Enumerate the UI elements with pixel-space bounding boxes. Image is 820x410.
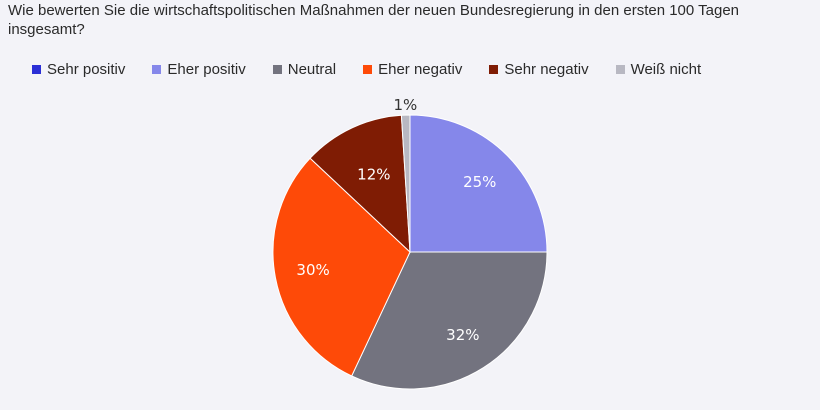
slice-label: 25%	[463, 173, 496, 191]
legend-item-sehr-positiv: Sehr positiv	[32, 61, 125, 78]
legend-swatch	[152, 65, 162, 74]
slice-label: 12%	[357, 166, 390, 184]
legend-swatch	[32, 65, 41, 74]
legend-label: Sehr negativ	[504, 61, 589, 78]
slice-label: 1%	[393, 96, 417, 114]
legend-item-eher-negativ: Eher negativ	[363, 61, 462, 78]
legend-item-sehr-negativ: Sehr negativ	[489, 61, 589, 78]
chart-title: Wie bewerten Sie die wirtschaftspolitisc…	[8, 2, 740, 38]
legend-item-neutral: Neutral	[272, 61, 337, 78]
legend-swatch	[615, 65, 625, 74]
slice-label: 30%	[296, 261, 329, 279]
legend-swatch	[363, 65, 373, 74]
pie-slice-weiss-nicht	[400, 114, 411, 253]
pie-slice-eher-negativ	[272, 157, 411, 377]
legend-label: Weiß nicht	[630, 61, 702, 78]
legend-label: Neutral	[287, 61, 337, 78]
legend-label: Eher positiv	[167, 61, 246, 78]
pie-slice-neutral	[351, 251, 548, 390]
pie-slice-sehr-negativ	[309, 114, 411, 254]
legend-item-weiss-nicht: Weiß nicht	[615, 61, 702, 78]
legend-label: Eher negativ	[378, 61, 463, 78]
chart-legend: Sehr positiv Eher positiv Neutral Eher n…	[32, 61, 728, 78]
pie-slice-eher-positiv	[409, 114, 548, 253]
legend-label: Sehr positiv	[47, 61, 126, 78]
legend-swatch	[489, 65, 499, 74]
slice-label: 32%	[446, 326, 479, 344]
legend-item-eher-positiv: Eher positiv	[152, 61, 246, 78]
legend-swatch	[272, 65, 282, 74]
